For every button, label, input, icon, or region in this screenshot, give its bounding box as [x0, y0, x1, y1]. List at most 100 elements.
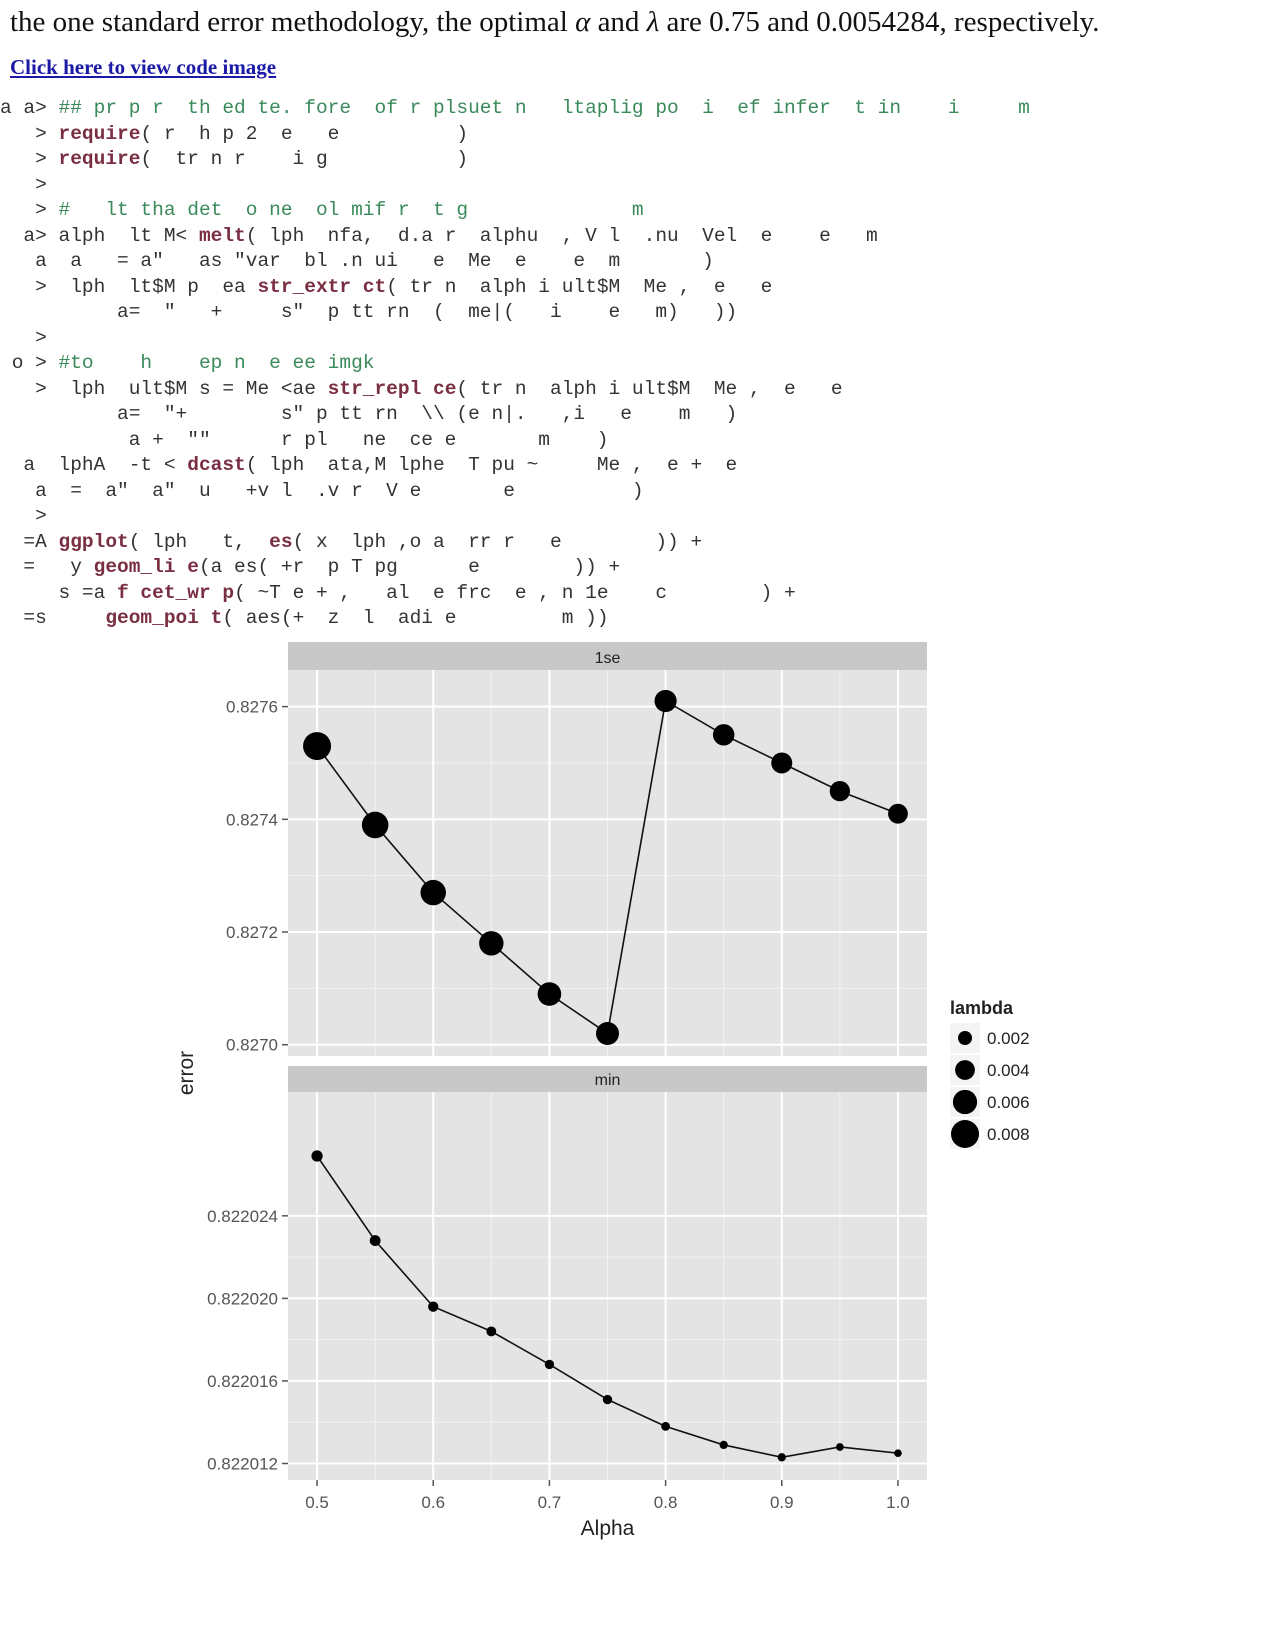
code-line: > — [0, 173, 1265, 199]
code-text: ( tr n alph i ult$M Me , e e — [456, 377, 843, 400]
data-point — [595, 1021, 620, 1045]
code-text: ( tr n r i g ) — [140, 148, 469, 170]
code-text — [94, 607, 106, 629]
x-tick-label: 0.7 — [538, 1493, 562, 1512]
code-function: geom_li e — [93, 556, 199, 578]
code-text: ( ~T e + , al e frc e , n 1e c ) + — [234, 581, 796, 604]
facet-label: min — [595, 1072, 621, 1089]
facet-strip — [288, 1066, 927, 1092]
code-text: ( aes(+ z l adi e m )) — [222, 607, 609, 629]
code-line: a a> ## pr p r th ed te. fore of r plsue… — [0, 96, 1265, 122]
x-axis-title: Alpha — [581, 1517, 635, 1540]
y-tick-label: 0.822020 — [207, 1289, 278, 1308]
code-prompt: a — [0, 250, 71, 272]
code-line: a= " + s" p tt rn ( me|( i e m) )) — [0, 300, 1265, 326]
code-prompt: > — [0, 275, 71, 298]
code-text: a= " + s" p tt rn ( me|( i e m) )) — [105, 301, 738, 323]
x-tick-label: 0.6 — [421, 1493, 445, 1512]
data-point — [486, 1326, 497, 1337]
legend-key-symbol — [951, 1120, 979, 1148]
code-line: =s geom_poi t( aes(+ z l adi e m )) — [0, 606, 1265, 632]
data-point — [712, 724, 735, 746]
code-text: y — [70, 556, 94, 578]
code-text: a= "+ s" p tt rn \\ (e n|. ,i e m ) — [117, 403, 738, 425]
intro-part-1: the one standard error methodology, the … — [10, 6, 576, 38]
data-point — [829, 781, 851, 802]
code-line: > lph lt$M p ea str_extr ct( tr n alph i… — [0, 275, 1265, 301]
data-point — [369, 1235, 381, 1247]
code-line: > lph ult$M s = Me <ae str_repl ce( tr n… — [0, 377, 1265, 403]
code-prompt: > — [0, 326, 59, 349]
legend-label: 0.006 — [987, 1093, 1030, 1112]
alpha-error-chart: 1se 0.8270 0.8272 0.8274 0.8276 min 0.822012 0.… — [175, 642, 1030, 1540]
data-point — [602, 1394, 613, 1405]
code-line: > require( r h p 2 e e ) — [0, 122, 1265, 148]
code-line: a + "" r pl ne ce e m ) — [0, 428, 1265, 454]
legend-label: 0.008 — [987, 1125, 1030, 1144]
code-function: str_extr ct — [257, 275, 387, 298]
code-text: = a" a" u +v l .v r V e e ) — [70, 479, 644, 502]
code-comment: ## pr p r th ed te. fore of r plsuet n l… — [58, 97, 1030, 119]
code-text: lph lt$M p ea — [70, 275, 258, 298]
legend-key-symbol — [952, 1089, 978, 1115]
code-prompt: > — [0, 199, 59, 221]
facet-strip — [288, 642, 927, 670]
intro-part-2: and — [590, 6, 647, 38]
code-text: a = a" as "var bl .n ui e Me e e m ) — [70, 250, 714, 272]
data-point — [654, 689, 677, 713]
code-prompt: =A — [0, 530, 59, 553]
code-prompt: a — [0, 454, 59, 476]
legend-title: lambda — [950, 998, 1014, 1018]
code-text: ( x lph ,o a rr r e )) + — [292, 530, 703, 553]
data-point — [888, 803, 908, 824]
code-text: ( r h p 2 e e ) — [140, 122, 469, 145]
code-prompt — [0, 403, 117, 425]
intro-sentence: the one standard error methodology, the … — [10, 6, 1100, 39]
data-point — [311, 1150, 323, 1162]
code-prompt — [0, 429, 129, 451]
x-tick-label: 0.8 — [654, 1493, 678, 1512]
code-line: =A ggplot( lph t, es( x lph ,o a rr r e … — [0, 530, 1265, 556]
data-point — [428, 1301, 439, 1312]
data-point — [661, 1421, 671, 1431]
code-text: ( lph nfa, d.a r alphu , V l .nu Vel e e… — [245, 224, 878, 247]
code-text: ( lph t, — [128, 530, 270, 553]
data-point — [894, 1449, 902, 1458]
code-prompt: a> — [0, 224, 59, 247]
y-tick-label: 0.8272 — [226, 923, 278, 942]
code-line: a= "+ s" p tt rn \\ (e n|. ,i e m ) — [0, 402, 1265, 428]
y-axis-title: error — [175, 1051, 198, 1095]
code-text: a + "" r pl ne ce e m ) — [128, 428, 609, 451]
code-function: ggplot — [58, 530, 129, 553]
legend-label: 0.004 — [987, 1061, 1030, 1080]
code-prompt: a — [0, 479, 71, 502]
view-code-image-link[interactable]: Click here to view code image — [10, 55, 277, 79]
data-point — [771, 752, 793, 774]
code-line: a = a" a" u +v l .v r V e e ) — [0, 479, 1265, 505]
data-point — [479, 931, 504, 956]
code-prompt: > — [0, 173, 59, 196]
y-tick-label: 0.822024 — [207, 1207, 278, 1226]
y-tick-label: 0.8276 — [226, 698, 278, 717]
code-text: ( lph ata,M lphe T pu ~ Me , e + e — [245, 454, 738, 476]
code-text: lph ult$M s = Me <ae — [70, 377, 328, 400]
y-tick-label: 0.822012 — [207, 1454, 278, 1473]
code-line: s =a f cet_wr p( ~T e + , al e frc e , n… — [0, 581, 1265, 607]
code-prompt: o > — [0, 352, 59, 374]
code-text: alph lt M< — [58, 224, 199, 247]
x-tick-label: 0.9 — [770, 1493, 794, 1512]
code-text: ( tr n alph i ult$M Me , e e — [386, 275, 773, 298]
facet-label: 1se — [595, 650, 621, 667]
y-tick-label: 0.822016 — [207, 1372, 278, 1391]
code-line: > require( tr n r i g ) — [0, 147, 1265, 173]
code-line: > # lt tha det o ne ol mif r t g m — [0, 198, 1265, 224]
legend-label: 0.002 — [987, 1029, 1030, 1048]
code-prompt: > — [0, 505, 59, 527]
y-tick-label: 0.8270 — [226, 1036, 278, 1055]
code-listing: a a> ## pr p r th ed te. fore of r plsue… — [0, 96, 1265, 632]
code-line: a lphA -t < dcast( lph ata,M lphe T pu ~… — [0, 453, 1265, 479]
intro-part-3: are 0.75 and 0.0054284, respectively. — [659, 6, 1100, 38]
data-point — [420, 879, 446, 906]
code-function: f cet_wr p — [117, 581, 235, 604]
data-point — [719, 1440, 728, 1450]
